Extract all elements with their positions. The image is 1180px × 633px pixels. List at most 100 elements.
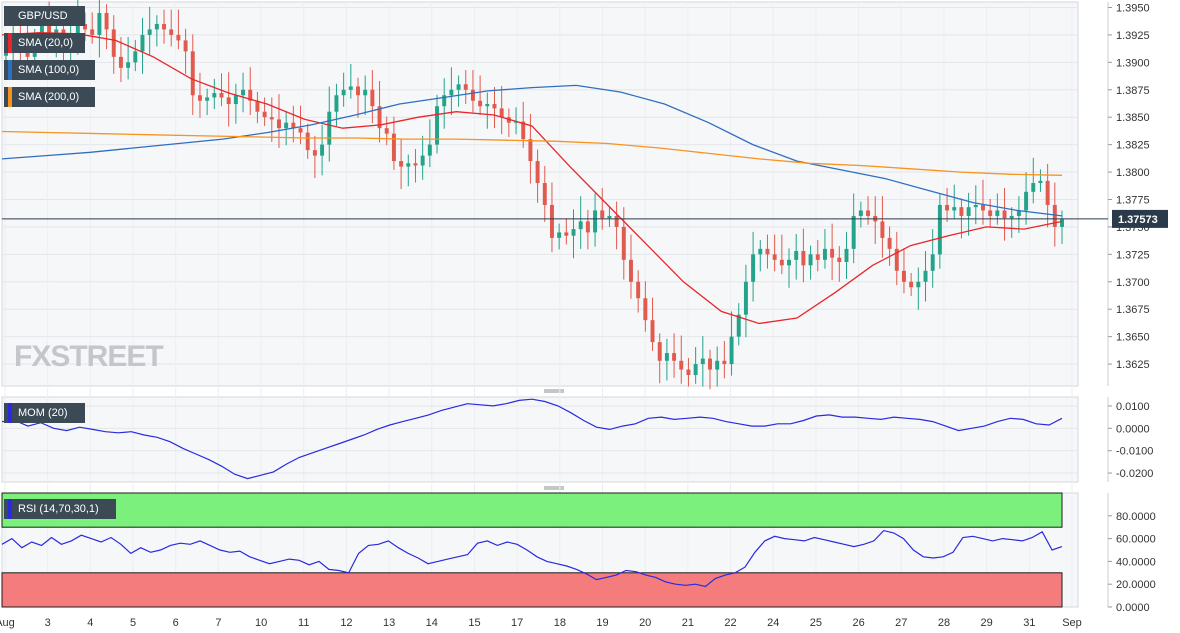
candle-body	[542, 183, 547, 205]
candle-body	[449, 89, 454, 96]
candle-body	[327, 111, 332, 145]
candle-body	[356, 86, 360, 96]
candle-body	[370, 89, 375, 107]
candle-body	[183, 40, 188, 52]
candle-body	[593, 210, 598, 233]
x-tick-label: 7	[215, 617, 221, 629]
candle-body	[226, 97, 231, 105]
candle-body	[822, 248, 827, 260]
candle-body	[399, 161, 404, 167]
x-tick-label: 31	[1023, 617, 1035, 629]
price-tick-label: 1.3825	[1116, 140, 1150, 152]
price-tick-label: 1.3700	[1116, 277, 1150, 289]
sma100-line	[1, 84, 1063, 217]
x-tick-label: 13	[383, 617, 395, 629]
x-tick-label: 5	[130, 617, 136, 629]
price-tick-label: 1.3650	[1116, 332, 1150, 344]
candle-body	[643, 298, 648, 321]
x-tick-label: 6	[173, 617, 179, 629]
x-tick-label: 27	[895, 617, 907, 629]
mom-line	[1, 398, 1063, 480]
x-tick-label: Sep	[1062, 617, 1082, 629]
candle-body	[341, 89, 346, 96]
price-tick-label: 1.3625	[1116, 359, 1150, 371]
sma200-label: SMA (200,0)	[18, 91, 80, 103]
candle-body	[981, 204, 985, 211]
candle-body	[470, 89, 475, 101]
sma200-line	[1, 130, 1063, 176]
candle-body	[154, 23, 159, 30]
candle-body	[600, 210, 605, 219]
price-tick-label: 1.3675	[1116, 304, 1150, 316]
x-tick-label: 26	[852, 617, 864, 629]
candle-body	[140, 34, 145, 52]
candle-body	[435, 106, 439, 145]
candle-body	[909, 281, 914, 288]
candle-body	[1009, 215, 1014, 219]
x-tick-label: 3	[45, 617, 51, 629]
candle-body	[937, 204, 942, 255]
candle-body	[916, 281, 921, 288]
candle-body	[765, 248, 770, 255]
candle-body	[205, 97, 210, 101]
candle-body	[1052, 204, 1057, 227]
sma20-label: SMA (20,0)	[18, 37, 74, 49]
candle-body	[758, 248, 763, 255]
sma100-label: SMA (100,0)	[18, 64, 80, 76]
candle-body	[233, 95, 238, 105]
mom-swatch	[8, 403, 12, 423]
candle-body	[262, 111, 267, 118]
price-tick-label: 1.3875	[1116, 85, 1150, 97]
candle-body	[614, 215, 619, 227]
legend-sma20[interactable]: SMA (20,0)	[4, 33, 85, 53]
x-tick-label: Aug	[0, 617, 15, 629]
candle-body	[808, 254, 813, 266]
x-tick-label: 29	[981, 617, 993, 629]
candle-body	[959, 207, 964, 216]
candle-body	[528, 139, 533, 162]
rsi-swatch	[8, 499, 12, 519]
candle-body	[248, 89, 253, 101]
candle-body	[334, 95, 339, 112]
candle-body	[585, 221, 590, 233]
mom-tick-label: -0.0100	[1116, 446, 1153, 458]
candle-body	[1038, 180, 1043, 184]
candle-body	[521, 121, 526, 140]
candle-body	[557, 232, 562, 238]
candle-body	[672, 353, 677, 361]
instrument-label: GBP/USD	[18, 10, 68, 22]
candle-body	[298, 128, 303, 133]
x-tick-label: 14	[426, 617, 438, 629]
candle-body	[830, 248, 835, 258]
legend-sma100[interactable]: SMA (100,0)	[4, 60, 95, 80]
legend-rsi[interactable]: RSI (14,70,30,1)	[4, 499, 116, 519]
candle-body	[126, 62, 131, 68]
legend-instrument[interactable]: GBP/USD	[4, 6, 85, 26]
legend-mom[interactable]: MOM (20)	[4, 403, 85, 423]
candle-body	[413, 163, 418, 166]
candle-body	[887, 237, 892, 249]
x-tick-label: 24	[767, 617, 779, 629]
candle-body	[901, 270, 906, 282]
x-tick-label: 12	[340, 617, 352, 629]
rsi-tick-label: 0.0000	[1116, 602, 1150, 614]
candle-body	[406, 163, 411, 167]
fxstreet-watermark: FXSTREET	[14, 340, 163, 373]
candle-body	[133, 51, 138, 63]
price-tick-label: 1.3775	[1116, 194, 1150, 206]
candle-body	[930, 254, 935, 271]
candle-body	[973, 204, 978, 208]
candle-body	[564, 232, 569, 236]
candle-body	[492, 104, 497, 109]
x-tick-label: 22	[724, 617, 736, 629]
candle-body	[363, 89, 368, 96]
legend-sma200[interactable]: SMA (200,0)	[4, 87, 95, 107]
x-tick-label: 11	[298, 617, 309, 629]
sma200-swatch	[8, 87, 12, 107]
candle-body	[176, 34, 181, 41]
x-tick-label: 25	[810, 617, 822, 629]
x-tick-label: 4	[87, 617, 93, 629]
candle-body	[578, 221, 583, 230]
candle-body	[90, 29, 95, 35]
x-tick-label: 18	[554, 617, 566, 629]
